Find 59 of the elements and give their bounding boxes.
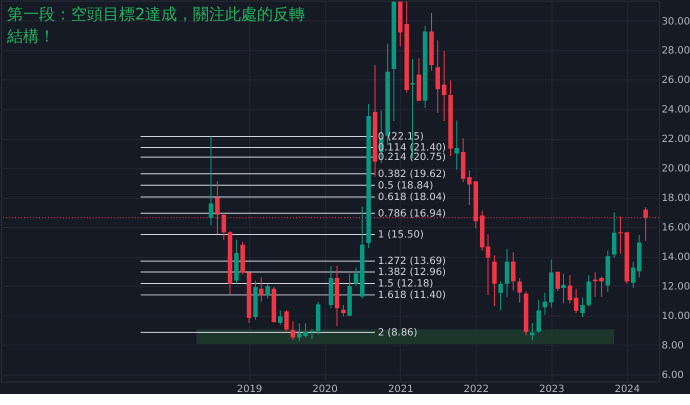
ref-line-label: 2 (8.86) (378, 327, 418, 338)
candlestick (341, 304, 346, 317)
ref-line-label: 1.382 (12.96) (378, 266, 446, 278)
y-tick-label: 14.00 (662, 252, 690, 264)
x-tick-label: 2019 (236, 384, 262, 395)
x-tick-label: 2023 (539, 384, 564, 395)
ref-line-label: 0.382 (19.62) (378, 168, 446, 180)
ref-line-label: 1.618 (11.40) (378, 290, 446, 301)
y-tick-label: 18.00 (662, 193, 690, 204)
candlestick (454, 120, 459, 170)
candlestick (555, 271, 560, 292)
y-tick-label: 8.00 (662, 340, 684, 352)
candlestick (435, 40, 440, 114)
candlestick (310, 328, 314, 340)
y-tick-label: 26.00 (662, 75, 690, 86)
candlestick (442, 50, 446, 122)
candlestick (504, 248, 510, 298)
candlestick (498, 280, 503, 311)
y-tick-label: 10.00 (662, 311, 690, 322)
ref-line-label: 1.272 (13.69) (378, 256, 446, 268)
candlestick (568, 274, 572, 304)
y-tick-label: 24.00 (662, 104, 690, 116)
candlestick (530, 322, 535, 341)
y-tick-label: 20.00 (662, 164, 690, 175)
y-tick-label: 6.00 (662, 370, 684, 382)
candlestick (612, 212, 616, 258)
ref-line-label: 1 (15.50) (378, 229, 424, 240)
candlestick (517, 277, 522, 304)
ref-line-label: 0.5 (18.84) (378, 180, 434, 192)
ref-line-label: 0.786 (16.94) (378, 208, 446, 220)
candlestick (592, 272, 598, 298)
candlestick (510, 252, 516, 291)
y-tick-label: 22.00 (662, 134, 690, 146)
candlestick (492, 254, 497, 306)
candlestick (580, 297, 585, 318)
y-tick-label: 12.00 (662, 282, 690, 293)
ref-line-label: 1.5 (12.18) (378, 278, 434, 290)
candlestick (303, 323, 308, 338)
ref-line-label: 0.618 (18.04) (378, 192, 446, 204)
y-tick-label: 16.00 (662, 222, 690, 234)
x-tick-label: 2021 (388, 384, 414, 395)
candlestick (599, 276, 604, 298)
candlestick (265, 283, 270, 299)
candlestick (586, 274, 591, 308)
candlestick (542, 292, 548, 316)
candlestick (208, 136, 214, 226)
candlestick (297, 323, 302, 342)
y-tick-label: 30.00 (662, 16, 690, 28)
text: 第一段：空頭目標2達成，關注此處的反轉結構！ (6, 4, 306, 46)
x-tick-label: 2022 (464, 384, 489, 395)
x-tick-label: 2024 (614, 384, 640, 395)
x-tick-label: 2020 (312, 384, 338, 395)
candlestick (259, 276, 264, 302)
y-tick-label: 28.00 (662, 46, 690, 57)
candlestick (278, 310, 283, 326)
candlestick (536, 300, 541, 334)
candlestick (290, 320, 296, 340)
candlestick (561, 274, 566, 304)
candlestick (574, 288, 578, 314)
